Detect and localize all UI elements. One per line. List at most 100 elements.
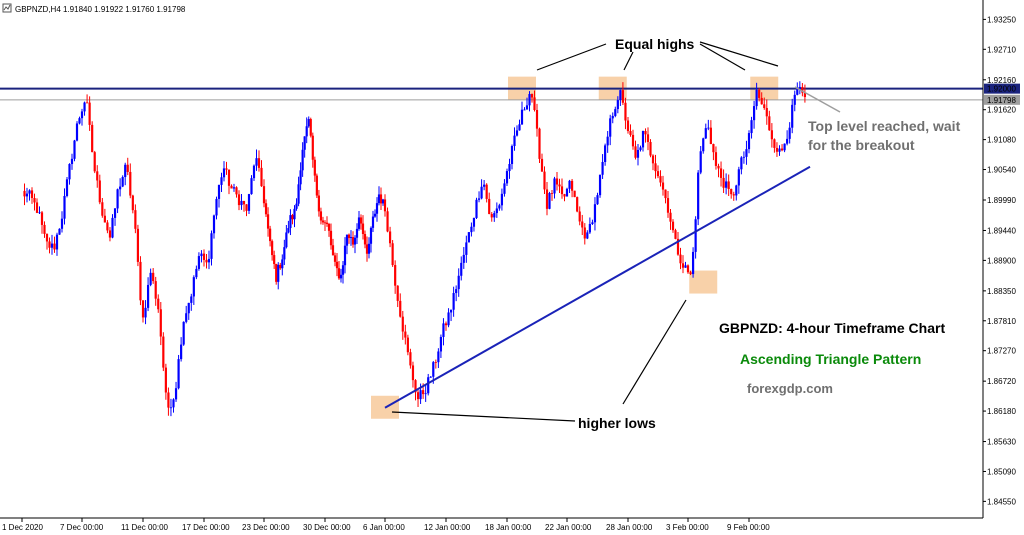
candle-body xyxy=(63,195,66,219)
candle-body xyxy=(752,106,756,121)
candle-body xyxy=(490,214,493,218)
candle-body xyxy=(190,296,193,303)
candle-body xyxy=(235,187,238,195)
candle-body xyxy=(386,211,389,232)
price-tick-label: 1.85090 xyxy=(987,467,1016,476)
candle-body xyxy=(699,151,702,173)
chart-title: GBPNZD: 4-hour Timeframe Chart xyxy=(719,320,945,336)
candle-body xyxy=(676,238,680,255)
candle-body xyxy=(488,198,491,215)
candle-body xyxy=(793,94,796,105)
candle-body xyxy=(765,107,768,117)
candle-body xyxy=(783,143,786,151)
candle-body xyxy=(455,289,458,294)
candle-body xyxy=(493,213,496,218)
candle-body xyxy=(606,136,609,146)
candle-body xyxy=(540,158,544,172)
candle-body xyxy=(709,127,712,145)
candle-body xyxy=(434,362,437,363)
candle-body xyxy=(269,228,272,242)
candle-body xyxy=(601,161,604,175)
candle-body xyxy=(91,124,94,153)
candle-body xyxy=(588,223,591,233)
candle-body xyxy=(50,243,54,248)
chart-header: GBPNZD,H4 1.91840 1.91922 1.91760 1.9179… xyxy=(2,3,186,14)
candle-body xyxy=(232,187,236,189)
candle-body xyxy=(730,189,733,195)
time-tick-label: 1 Dec 2020 xyxy=(2,523,43,532)
candle-body xyxy=(444,323,448,326)
candle-body xyxy=(35,202,39,213)
candle-body xyxy=(58,228,61,235)
candle-body xyxy=(321,220,325,223)
candle-body xyxy=(144,307,147,318)
candle-body xyxy=(465,242,468,255)
candle-body xyxy=(399,300,402,317)
candle-body xyxy=(237,194,241,206)
candle-body xyxy=(520,109,524,125)
candle-body xyxy=(460,262,463,276)
candle-body xyxy=(686,265,690,273)
price-tick-label: 1.90540 xyxy=(987,166,1016,175)
candle-body xyxy=(383,199,387,212)
resistance-price-label: 1.92000 xyxy=(987,85,1016,94)
candle-body xyxy=(108,230,112,238)
candle-body xyxy=(68,164,71,180)
candle-body xyxy=(381,199,385,204)
candle-body xyxy=(758,89,761,98)
pointer-equal-high-3 xyxy=(699,43,746,71)
candle-body xyxy=(609,118,612,137)
candle-body xyxy=(780,148,784,151)
candle-body xyxy=(53,243,56,250)
candle-body xyxy=(442,323,445,337)
candle-body xyxy=(327,223,331,231)
candle-body xyxy=(788,127,791,139)
ascending-trendline xyxy=(384,165,811,409)
candle-body xyxy=(48,241,51,248)
candle-body xyxy=(365,244,369,254)
candle-body xyxy=(264,203,268,215)
candle-body xyxy=(111,217,114,238)
candle-body xyxy=(293,208,296,220)
candle-body xyxy=(684,265,687,268)
candle-body xyxy=(275,264,278,282)
candle-body xyxy=(250,178,253,195)
candle-body xyxy=(353,237,357,245)
price-tick-label: 1.89440 xyxy=(987,226,1016,235)
candle-body xyxy=(240,200,243,206)
candle-body xyxy=(619,90,622,101)
candle-body xyxy=(563,194,566,197)
price-tick-label: 1.91620 xyxy=(987,106,1016,115)
candle-body xyxy=(518,124,521,131)
candle-body xyxy=(245,204,248,211)
candle-body xyxy=(373,213,377,217)
candle-body xyxy=(560,186,564,195)
ohlc-values: 1.91840 1.91922 1.91760 1.91798 xyxy=(63,5,186,14)
candle-body xyxy=(367,243,371,254)
candle-body xyxy=(581,221,584,228)
price-tick-label: 1.87270 xyxy=(987,347,1016,356)
candle-body xyxy=(80,111,84,119)
candle-body xyxy=(182,321,185,345)
candle-body xyxy=(323,222,327,224)
candle-body xyxy=(798,86,801,89)
candle-body xyxy=(457,275,460,290)
candle-body xyxy=(361,223,365,234)
candle-body xyxy=(262,186,266,204)
candle-body xyxy=(714,152,718,166)
candle-body xyxy=(467,232,470,243)
time-tick-label: 23 Dec 00:00 xyxy=(242,523,290,532)
candle-body xyxy=(215,198,218,216)
pattern-label: Ascending Triangle Pattern xyxy=(740,351,921,367)
candle-body xyxy=(740,157,743,170)
candle-body xyxy=(98,180,101,203)
candle-body xyxy=(691,251,695,275)
top-level-note-line1: Top level reached, wait xyxy=(808,118,961,134)
price-tick-label: 1.85630 xyxy=(987,438,1016,447)
candle-body xyxy=(75,123,79,141)
candle-body xyxy=(195,268,198,278)
price-tick-label: 1.86720 xyxy=(987,377,1016,386)
candle-body xyxy=(422,390,425,395)
candle-body xyxy=(427,377,430,394)
